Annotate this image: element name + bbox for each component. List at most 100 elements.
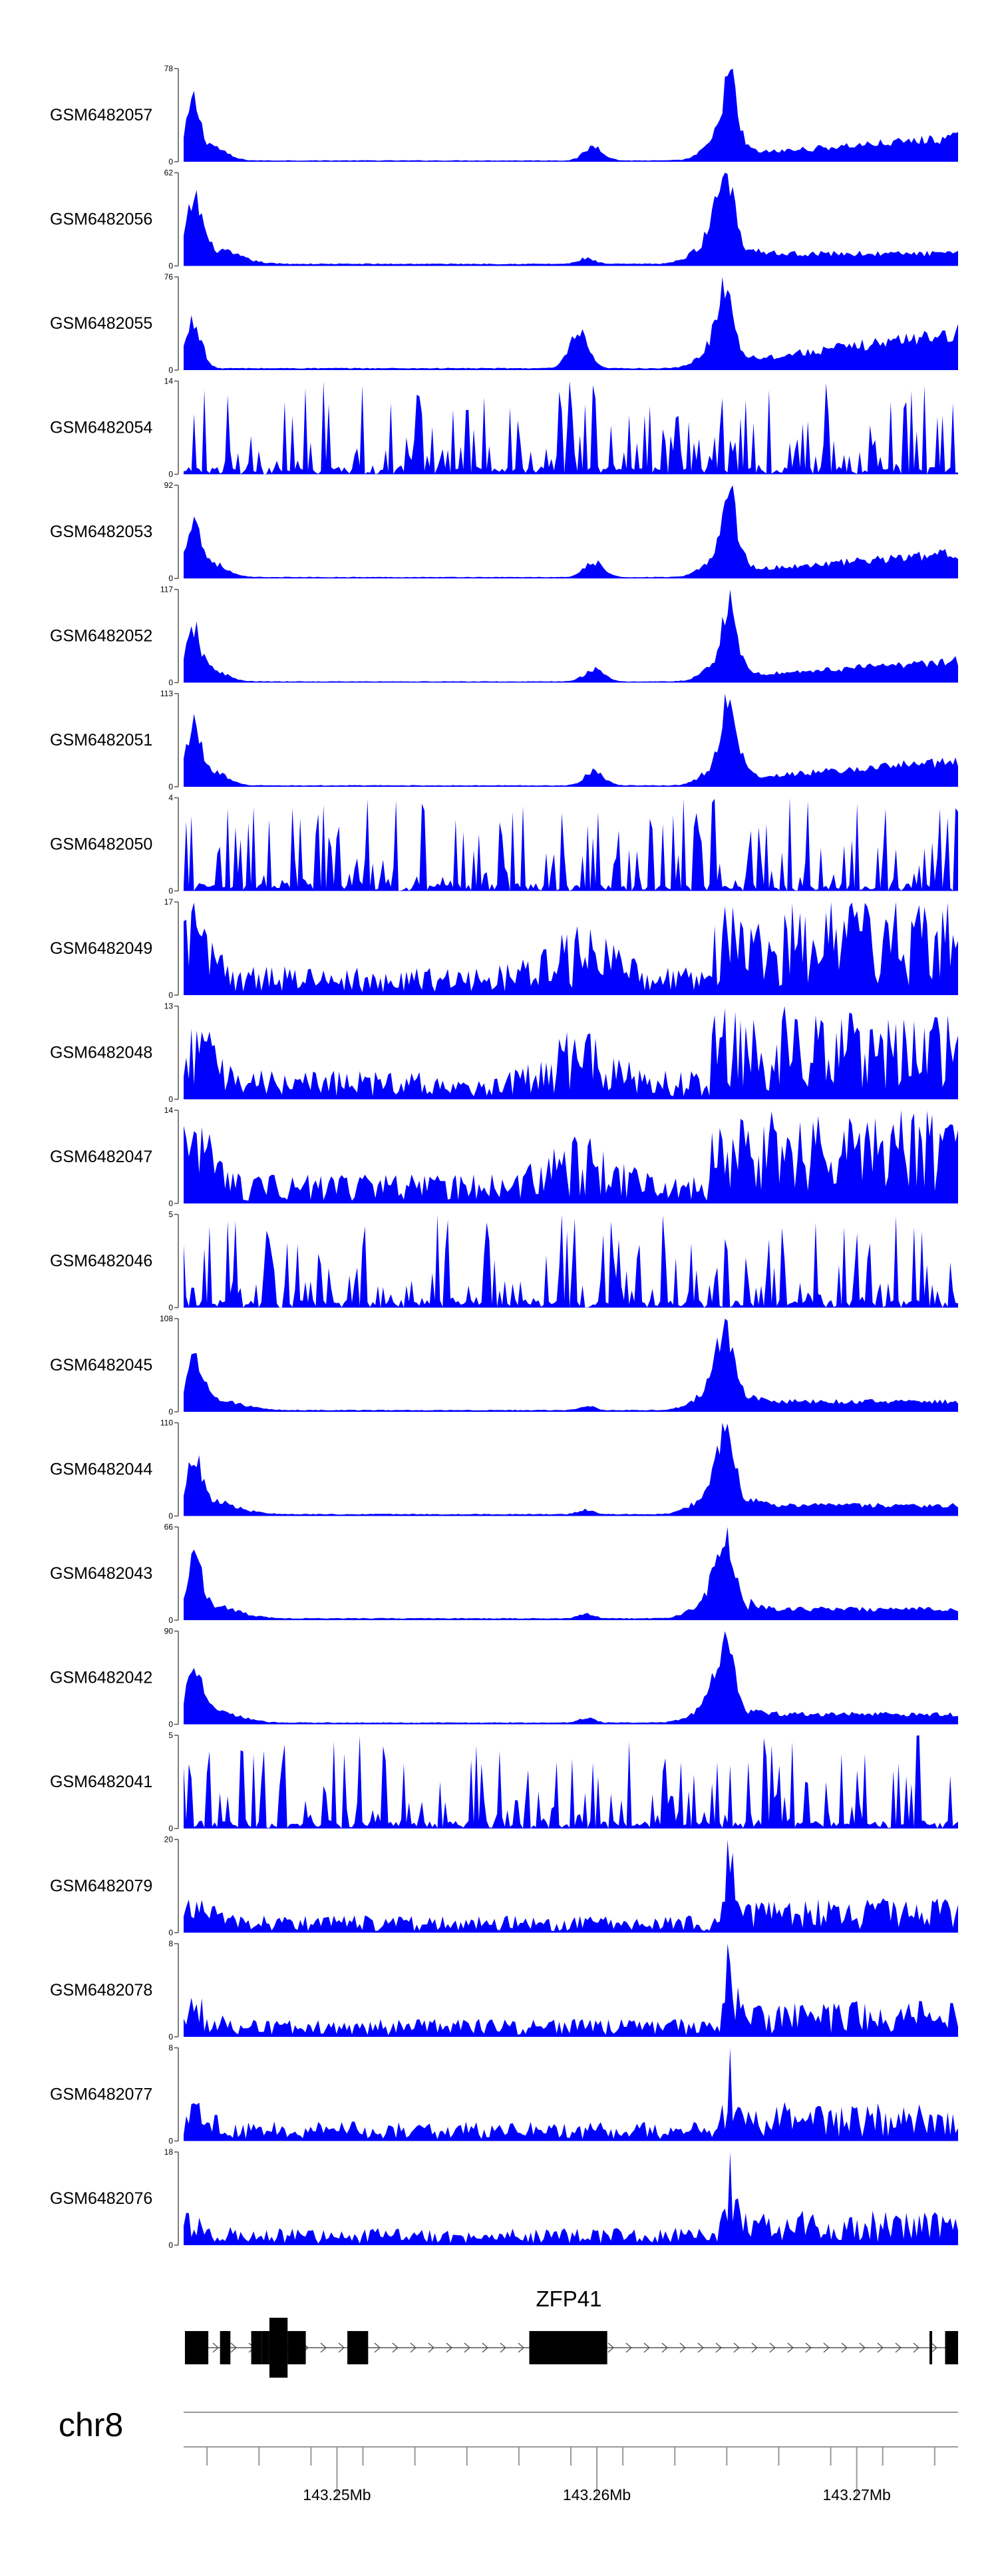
track-label: GSM6482049	[50, 939, 152, 958]
y-zero-label: 0	[168, 1199, 173, 1208]
y-zero-label: 0	[168, 1303, 173, 1313]
strand-arrow	[751, 2342, 758, 2353]
y-max-label: 17	[164, 897, 174, 907]
exon	[529, 2331, 607, 2364]
strand-arrow	[643, 2342, 651, 2353]
track-GSM6482055: GSM6482055 76 0	[50, 272, 958, 375]
y-max-label: 4	[168, 793, 173, 803]
track-GSM6482051: GSM6482051 113 0	[50, 689, 958, 791]
y-max-label: 62	[164, 168, 174, 178]
track-GSM6482050: GSM6482050 4 0	[50, 793, 958, 896]
track-label: GSM6482053	[50, 523, 152, 541]
y-max-label: 113	[160, 689, 173, 698]
coverage-area	[184, 485, 958, 578]
strand-arrow	[841, 2342, 848, 2353]
y-zero-label: 0	[168, 2032, 173, 2041]
strand-arrow	[877, 2342, 884, 2353]
track-label: GSM6482050	[50, 835, 152, 854]
strand-arrow	[625, 2342, 633, 2353]
track-label: GSM6482043	[50, 1564, 152, 1583]
y-zero-label: 0	[168, 1720, 173, 1729]
y-max-label: 108	[160, 1314, 173, 1323]
track-label: GSM6482055	[50, 314, 152, 333]
coverage-area	[184, 1735, 958, 1828]
genome-axis-track: chr8 143.25Mb 143.26Mb 143.27Mb	[59, 2406, 958, 2503]
track-GSM6482049: GSM6482049 17 0	[50, 897, 958, 1000]
y-zero-label: 0	[168, 1407, 173, 1416]
exon	[261, 2331, 269, 2364]
strand-arrow	[392, 2342, 399, 2353]
track-label: GSM6482041	[50, 1773, 152, 1791]
strand-arrow	[212, 2342, 220, 2353]
track-label: GSM6482076	[50, 2189, 152, 2208]
y-zero-label: 0	[168, 470, 173, 479]
strand-arrow	[661, 2342, 669, 2353]
track-label: GSM6482057	[50, 106, 152, 124]
strand-arrow	[230, 2342, 238, 2353]
y-max-label: 14	[164, 377, 174, 386]
y-max-label: 5	[168, 1210, 173, 1219]
strand-arrow	[697, 2342, 705, 2353]
strand-arrow	[500, 2342, 507, 2353]
y-max-label: 13	[164, 1002, 174, 1011]
track-label: GSM6482052	[50, 627, 152, 646]
strand-arrow	[931, 2342, 938, 2353]
track-label: GSM6482054	[50, 419, 152, 437]
coverage-area	[184, 1631, 958, 1725]
y-max-label: 8	[168, 1939, 173, 1948]
coverage-area	[184, 2152, 958, 2245]
y-max-label: 18	[164, 2147, 174, 2157]
track-label: GSM6482042	[50, 1669, 152, 1687]
y-zero-label: 0	[168, 678, 173, 688]
exon	[251, 2331, 262, 2364]
track-label: GSM6482048	[50, 1044, 152, 1062]
coverage-area	[184, 1839, 958, 1933]
y-max-label: 66	[164, 1522, 174, 1532]
track-label: GSM6482078	[50, 1981, 152, 2000]
axis-tick-label: 143.26Mb	[563, 2486, 631, 2503]
track-label: GSM6482046	[50, 1252, 152, 1271]
strand-arrow	[913, 2342, 920, 2353]
y-zero-label: 0	[168, 1512, 173, 1521]
track-label: GSM6482045	[50, 1356, 152, 1375]
y-zero-label: 0	[168, 262, 173, 271]
y-zero-label: 0	[168, 574, 173, 583]
strand-arrow	[464, 2342, 471, 2353]
track-GSM6482056: GSM6482056 62 0	[50, 168, 958, 271]
y-zero-label: 0	[168, 2241, 173, 2250]
strand-arrow	[518, 2342, 525, 2353]
strand-arrow	[895, 2342, 902, 2353]
track-GSM6482052: GSM6482052 117 0	[50, 585, 958, 688]
track-label: GSM6482047	[50, 1148, 152, 1166]
y-zero-label: 0	[168, 1095, 173, 1104]
y-zero-label: 0	[168, 1615, 173, 1625]
exon	[269, 2318, 288, 2378]
strand-arrow	[482, 2342, 489, 2353]
gene-model	[184, 2318, 958, 2378]
strand-arrow	[823, 2342, 830, 2353]
exon	[347, 2331, 369, 2364]
track-GSM6482053: GSM6482053 92 0	[50, 481, 958, 583]
exon	[287, 2331, 306, 2364]
coverage-area	[184, 1006, 958, 1100]
track-label: GSM6482044	[50, 1460, 152, 1479]
track-GSM6482042: GSM6482042 90 0	[50, 1627, 958, 1729]
coverage-tracks: GSM6482057780GSM6482056620GSM6482055760G…	[50, 64, 958, 2250]
track-GSM6482077: GSM6482077 8 0	[50, 2043, 958, 2146]
chromosome-label: chr8	[59, 2406, 123, 2444]
track-GSM6482047: GSM6482047 14 0	[50, 1106, 958, 1208]
y-zero-label: 0	[168, 1824, 173, 1833]
y-zero-label: 0	[168, 157, 173, 166]
track-GSM6482048: GSM6482048 13 0	[50, 1002, 958, 1104]
y-zero-label: 0	[168, 990, 173, 1000]
track-GSM6482045: GSM6482045 108 0	[50, 1314, 958, 1416]
coverage-area	[184, 589, 958, 683]
genome-axis: 143.25Mb 143.26Mb 143.27Mb	[184, 2412, 958, 2503]
y-max-label: 20	[164, 1835, 174, 1844]
track-GSM6482078: GSM6482078 8 0	[50, 1939, 958, 2041]
strand-arrow	[374, 2342, 381, 2353]
track-GSM6482046: GSM6482046 5 0	[50, 1210, 958, 1313]
y-max-label: 92	[164, 481, 174, 490]
y-max-label: 78	[164, 64, 174, 73]
